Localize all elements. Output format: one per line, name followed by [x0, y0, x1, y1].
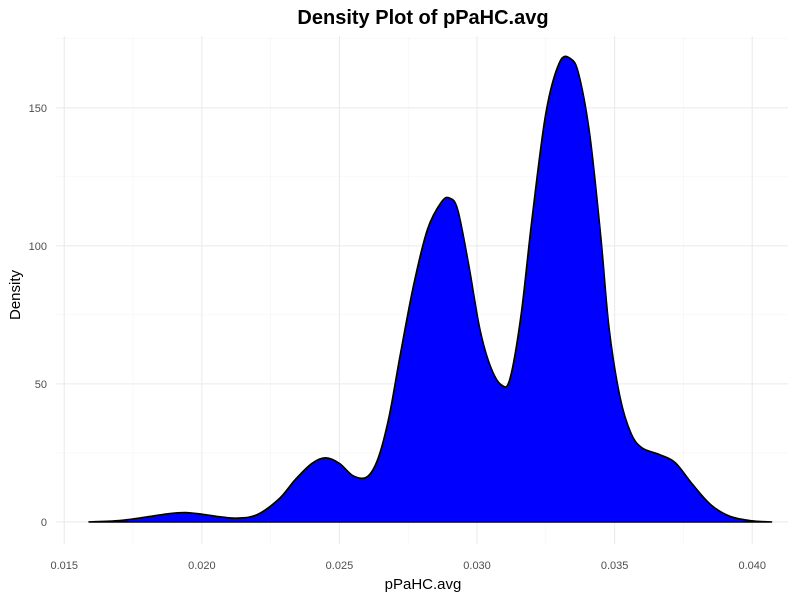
y-axis-title: Density	[7, 269, 24, 320]
chart-title: Density Plot of pPaHC.avg	[297, 7, 548, 29]
x-axis-tick-labels: 0.015 0.020 0.025 0.030 0.035 0.040	[50, 560, 766, 572]
y-axis-tick-labels: 0 50 100 150	[29, 103, 47, 529]
y-tick-label: 150	[29, 103, 47, 115]
x-tick-label: 0.015	[50, 560, 78, 572]
x-tick-label: 0.025	[326, 560, 354, 572]
x-tick-label: 0.020	[188, 560, 216, 572]
x-tick-label: 0.030	[463, 560, 491, 572]
y-tick-label: 100	[29, 241, 47, 253]
density-area	[88, 55, 773, 523]
x-tick-label: 0.040	[738, 560, 766, 572]
y-tick-label: 50	[35, 379, 47, 391]
x-tick-label: 0.035	[601, 560, 629, 572]
x-axis-title: pPaHC.avg	[385, 576, 462, 593]
y-tick-label: 0	[41, 517, 47, 529]
